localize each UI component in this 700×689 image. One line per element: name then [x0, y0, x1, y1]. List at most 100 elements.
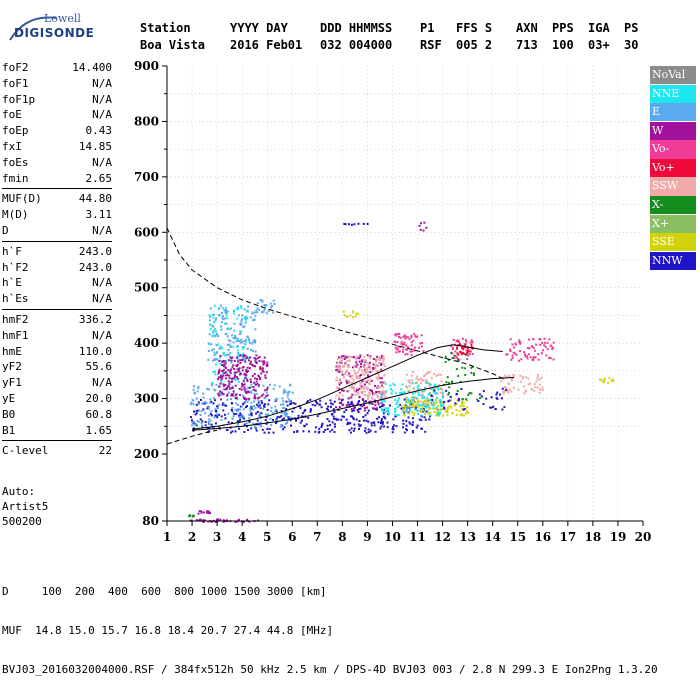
- echo-point: [394, 411, 397, 413]
- echo-point: [416, 410, 419, 412]
- echo-point: [226, 310, 229, 313]
- echo-point: [349, 375, 352, 378]
- echo-point: [260, 372, 263, 375]
- echo-point: [285, 391, 288, 394]
- echo-point: [226, 371, 229, 374]
- echo-point: [204, 424, 207, 427]
- echo-point: [369, 429, 372, 432]
- echo-point: [212, 359, 215, 362]
- echo-point: [238, 427, 241, 430]
- echo-point: [326, 428, 329, 430]
- echo-point: [421, 389, 424, 392]
- echo-point: [405, 396, 408, 399]
- echo-point: [391, 431, 394, 434]
- param-value: 336.2: [78, 312, 112, 326]
- echo-point: [249, 316, 252, 319]
- echo-point: [395, 414, 398, 417]
- echo-point: [236, 365, 238, 367]
- echo-point: [439, 391, 442, 394]
- x-tick-label: 2: [188, 530, 196, 544]
- header-label-p1: P1: [420, 21, 435, 35]
- echo-point: [412, 414, 415, 417]
- echo-point: [375, 407, 378, 410]
- logo-arc-icon: [9, 16, 57, 41]
- echo-point: [212, 334, 215, 337]
- echo-point: [384, 396, 387, 399]
- echo-point: [424, 399, 427, 402]
- echo-point: [253, 400, 256, 403]
- echo-point: [345, 418, 348, 421]
- echo-point: [257, 374, 260, 377]
- echo-point: [243, 373, 246, 376]
- param-value: 14.400: [72, 61, 112, 74]
- echo-point: [421, 379, 424, 382]
- echo-point: [438, 384, 441, 387]
- echo-point: [341, 394, 344, 397]
- echo-point: [202, 392, 205, 395]
- echo-point: [363, 404, 365, 407]
- echo-point: [207, 420, 210, 423]
- echo-point: [454, 354, 457, 357]
- echo-point: [392, 418, 395, 421]
- echo-point: [456, 356, 458, 359]
- echo-point: [336, 369, 339, 372]
- echo-point: [235, 340, 238, 343]
- echo-point: [378, 386, 381, 389]
- echo-point: [445, 389, 448, 392]
- echo-region: [189, 383, 294, 429]
- echo-point: [266, 363, 269, 366]
- x-tick-label: 7: [313, 530, 321, 544]
- echo-point: [413, 412, 416, 415]
- echo-point: [411, 411, 413, 414]
- echo-point: [259, 366, 262, 369]
- echo-point: [404, 406, 407, 408]
- echo-point: [346, 374, 349, 377]
- echo-point: [327, 405, 330, 408]
- echo-point: [377, 376, 380, 379]
- echo-point: [364, 427, 367, 430]
- echo-point: [233, 322, 236, 325]
- echo-point: [416, 424, 419, 427]
- echo-point: [283, 426, 286, 429]
- echo-point: [192, 388, 195, 391]
- echo-point: [281, 407, 284, 410]
- x-tick-label: 8: [338, 530, 346, 544]
- x-tick-label: 9: [363, 530, 371, 544]
- echo-point: [197, 420, 200, 423]
- y-tick-label: 400: [134, 336, 159, 350]
- echo-point: [249, 356, 252, 359]
- echo-point: [358, 377, 361, 380]
- echo-point: [380, 356, 383, 359]
- echo-point: [444, 361, 447, 363]
- echo-point: [534, 356, 537, 359]
- echo-point: [209, 307, 212, 310]
- echo-point: [266, 386, 269, 389]
- echo-region: [190, 398, 431, 434]
- echo-point: [282, 428, 285, 431]
- echo-point: [220, 304, 222, 307]
- echo-point: [410, 350, 413, 353]
- echo-point: [240, 306, 243, 309]
- echo-point: [423, 221, 426, 224]
- echo-point: [381, 401, 384, 404]
- echo-point: [464, 343, 467, 346]
- echo-point: [521, 375, 524, 378]
- echo-point: [455, 368, 458, 371]
- echo-point: [345, 381, 348, 383]
- echo-point: [371, 370, 374, 373]
- echo-point: [222, 374, 225, 377]
- echo-point: [209, 323, 212, 326]
- echo-point: [211, 384, 214, 387]
- echo-point: [191, 419, 193, 422]
- param-value: 22: [98, 444, 112, 458]
- echo-point: [380, 425, 383, 428]
- echo-point: [219, 390, 222, 393]
- x-tick-label: 17: [559, 530, 576, 544]
- echo-point: [471, 365, 474, 368]
- echo-point: [361, 405, 364, 408]
- echo-point: [395, 403, 398, 405]
- echo-point: [236, 356, 239, 359]
- echo-point: [335, 418, 338, 421]
- echo-point: [377, 370, 380, 373]
- echo-point: [229, 346, 232, 348]
